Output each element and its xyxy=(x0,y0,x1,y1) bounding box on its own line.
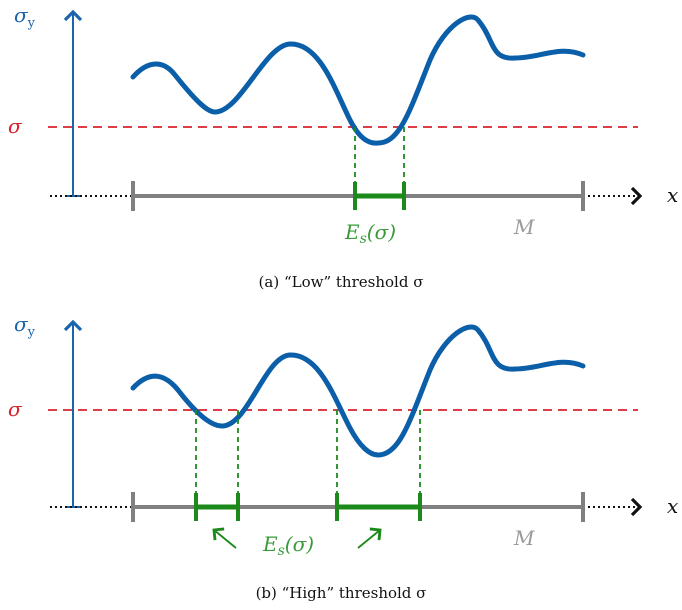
x-axis-label: x xyxy=(667,183,678,207)
domain-label: M xyxy=(513,215,535,239)
sigma-curve xyxy=(130,14,586,146)
panel-a: σy σ x M Es(σ) (a) “Low” threshold σ xyxy=(8,3,678,291)
y-axis-label: σy xyxy=(14,3,36,31)
set-label: Es(σ) xyxy=(262,532,314,559)
set-label: Es(σ) xyxy=(344,220,396,247)
pointer-arrow-left xyxy=(212,527,237,549)
threshold-label: σ xyxy=(8,397,23,421)
y-axis-label: σy xyxy=(14,312,36,340)
pointer-arrow-right xyxy=(357,527,382,549)
x-axis-label: x xyxy=(667,494,678,518)
panel-b: σy σ x M Es(σ) (b) “High” threshold σ xyxy=(8,312,678,602)
caption-b: (b) “High” threshold σ xyxy=(256,584,427,602)
threshold-label: σ xyxy=(8,114,23,138)
caption-a: (a) “Low” threshold σ xyxy=(259,273,424,291)
domain-label: M xyxy=(513,526,535,550)
sigma-curve xyxy=(130,324,586,458)
